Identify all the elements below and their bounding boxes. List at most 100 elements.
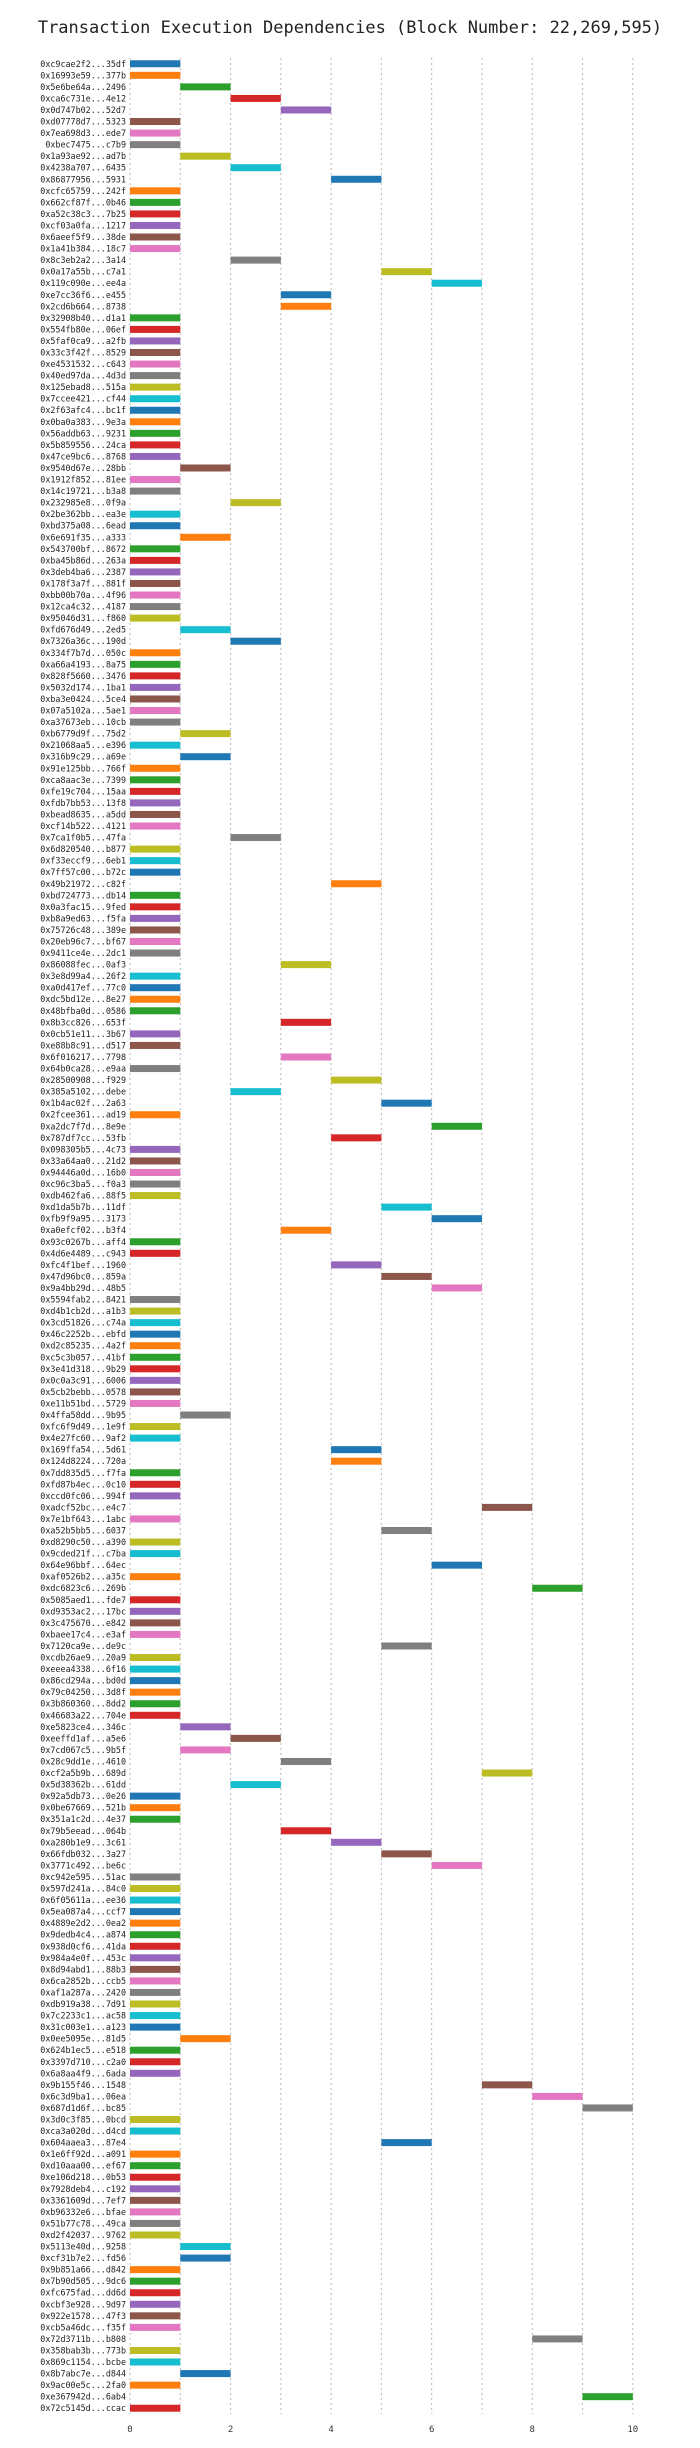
bar (130, 1977, 181, 1985)
bar (130, 2012, 181, 2020)
bar (180, 1723, 231, 1731)
y-tick-label: 0xd2c85235...4a2f (40, 1341, 126, 1351)
y-tick-label: 0x5032d174...1ba1 (40, 682, 126, 692)
bar (130, 1469, 181, 1477)
bar (230, 256, 281, 264)
y-tick-label: 0xfd87b4ec...0c10 (40, 1479, 126, 1489)
bar (130, 891, 181, 899)
x-tick-label: 6 (429, 2425, 434, 2435)
bar (130, 1111, 181, 1119)
bar (230, 164, 281, 172)
bar (130, 2058, 181, 2066)
bar (130, 1249, 181, 1257)
bar (130, 822, 181, 830)
bar (130, 799, 181, 807)
bar (481, 1769, 533, 1777)
bar (130, 568, 181, 576)
y-tick-label: 0xc942e595...51ac (40, 1872, 126, 1882)
bar (130, 810, 181, 818)
bar (130, 1954, 181, 1962)
y-tick-label: 0x0c0a3c91...6006 (40, 1375, 126, 1385)
bar (130, 1630, 181, 1638)
bar (331, 175, 382, 183)
bar (130, 1931, 181, 1939)
bar (180, 83, 231, 91)
bar (130, 1145, 181, 1153)
y-tick-label: 0xbd375a08...6ead (40, 521, 126, 531)
bar (130, 210, 181, 218)
bar (230, 1734, 281, 1742)
y-tick-label: 0xd07778d7...5323 (40, 117, 126, 127)
bar (180, 2035, 231, 2043)
bar (130, 764, 181, 772)
y-tick-label: 0xfc6f9d49...1e9f (40, 1422, 126, 1432)
bar (130, 1365, 181, 1373)
y-tick-label: 0x16993e59...377b (40, 70, 126, 80)
bar (130, 1007, 181, 1015)
y-tick-label: 0xca8aac3e...7399 (40, 775, 126, 785)
bar (331, 1838, 382, 1846)
y-tick-label: 0x7ca1f0b5...47fa (40, 833, 126, 843)
bar (130, 1619, 181, 1627)
y-tick-label: 0x0cb51e11...3b67 (40, 1029, 126, 1039)
y-tick-label: 0x7928deb4...c192 (40, 2184, 126, 2194)
y-tick-label: 0xdb919a38...7d91 (40, 1999, 126, 2009)
y-tick-label: 0x9b155f46...1548 (40, 2080, 126, 2090)
y-tick-label: 0x0ee5095e...81d5 (40, 2034, 126, 2044)
y-tick-label: 0x9cded21f...c7ba (40, 1549, 126, 1559)
bar (130, 1792, 181, 1800)
y-tick-label: 0x316b9c29...a69e (40, 752, 126, 762)
bar (130, 1550, 181, 1558)
y-tick-label: 0xa0d417ef...77c0 (40, 983, 126, 993)
bar (130, 660, 181, 668)
y-tick-label: 0x7b90d505...9dc6 (40, 2276, 126, 2286)
y-tick-label: 0x72d3711b...b808 (40, 2334, 126, 2344)
y-tick-label: 0xc5c3b057...41bf (40, 1352, 126, 1362)
bar (130, 2323, 181, 2331)
bar (130, 1353, 181, 1361)
y-tick-label: 0xccd0fc06...994f (40, 1491, 126, 1501)
bar (130, 1480, 181, 1488)
y-tick-label: 0x6f05611a...ee36 (40, 1895, 126, 1905)
bar (280, 1018, 332, 1026)
bar (130, 1573, 181, 1581)
y-tick-label: 0xd8290c50...a390 (40, 1537, 126, 1547)
y-tick-label: 0xaf1a287a...2420 (40, 1987, 126, 1997)
y-tick-label: 0xe7cc36f6...e455 (40, 290, 126, 300)
y-tick-label: 0x4889e2d2...0ea2 (40, 1918, 126, 1928)
y-tick-label: 0x9411ce4e...2dc1 (40, 948, 126, 958)
y-tick-label: 0xdc6823c6...269b (40, 1583, 126, 1593)
y-tick-label: 0x20eb96c7...bf67 (40, 937, 126, 947)
bar (180, 730, 231, 738)
bar (130, 1942, 181, 1950)
y-tick-label: 0x40ed97da...4d3d (40, 371, 126, 381)
y-tick-label: 0x3361609d...7ef7 (40, 2195, 126, 2205)
y-tick-label: 0x86cd294a...bd0d (40, 1676, 126, 1686)
y-tick-label: 0x4d6e4489...c943 (40, 1248, 126, 1258)
y-tick-label: 0xe11b51bd...5729 (40, 1398, 126, 1408)
bar (130, 2116, 181, 2123)
y-tick-label: 0xe367942d...6ab4 (40, 2392, 126, 2402)
y-tick-label: 0x597d241a...84c0 (40, 1884, 126, 1894)
bar (431, 1861, 482, 1869)
y-tick-label: 0x2fcee361...ad19 (40, 1110, 126, 1120)
y-tick-label: 0xca3a020d...d4cd (40, 2126, 126, 2136)
bar (130, 1908, 181, 1916)
bar (130, 1180, 181, 1188)
y-tick-label: 0xdc5bd12e...8e27 (40, 994, 126, 1004)
bar (130, 868, 181, 876)
y-tick-label: 0xba45b86d...263a (40, 555, 126, 565)
y-tick-label: 0x2f63afc4...bc1f (40, 405, 126, 415)
y-tick-label: 0x3cd51826...c74a (40, 1318, 126, 1328)
y-tick-label: 0x86877956...5931 (40, 174, 126, 184)
bar (381, 1203, 432, 1211)
y-tick-label: 0x93c0267b...aff4 (40, 1237, 126, 1247)
y-tick-label: 0x6c3d9ba1...06ea (40, 2091, 126, 2101)
bar (130, 672, 181, 680)
y-tick-label: 0x687d1d6f...bc85 (40, 2103, 126, 2113)
bar (130, 1665, 181, 1673)
x-tick-label: 10 (627, 2425, 638, 2435)
bar (130, 972, 181, 980)
y-tick-label: 0xa66a4193...8a75 (40, 659, 126, 669)
